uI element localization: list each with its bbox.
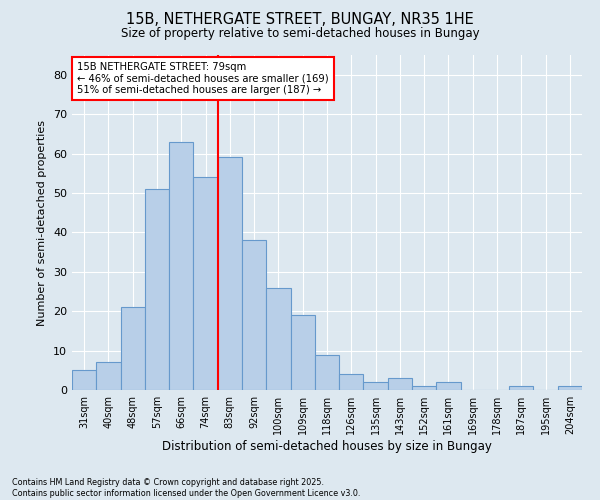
Bar bbox=[242, 240, 266, 390]
Bar bbox=[436, 382, 461, 390]
Text: 15B NETHERGATE STREET: 79sqm
← 46% of semi-detached houses are smaller (169)
51%: 15B NETHERGATE STREET: 79sqm ← 46% of se… bbox=[77, 62, 329, 95]
Bar bbox=[339, 374, 364, 390]
Text: Contains HM Land Registry data © Crown copyright and database right 2025.
Contai: Contains HM Land Registry data © Crown c… bbox=[12, 478, 361, 498]
Y-axis label: Number of semi-detached properties: Number of semi-detached properties bbox=[37, 120, 47, 326]
Text: Size of property relative to semi-detached houses in Bungay: Size of property relative to semi-detach… bbox=[121, 28, 479, 40]
Bar bbox=[388, 378, 412, 390]
Bar bbox=[218, 158, 242, 390]
Bar bbox=[509, 386, 533, 390]
Bar bbox=[412, 386, 436, 390]
Bar bbox=[266, 288, 290, 390]
Bar bbox=[558, 386, 582, 390]
Bar bbox=[145, 189, 169, 390]
Bar bbox=[121, 307, 145, 390]
Text: 15B, NETHERGATE STREET, BUNGAY, NR35 1HE: 15B, NETHERGATE STREET, BUNGAY, NR35 1HE bbox=[126, 12, 474, 28]
Bar bbox=[169, 142, 193, 390]
X-axis label: Distribution of semi-detached houses by size in Bungay: Distribution of semi-detached houses by … bbox=[162, 440, 492, 453]
Bar bbox=[290, 315, 315, 390]
Bar bbox=[315, 354, 339, 390]
Bar bbox=[72, 370, 96, 390]
Bar bbox=[193, 177, 218, 390]
Bar bbox=[96, 362, 121, 390]
Bar bbox=[364, 382, 388, 390]
